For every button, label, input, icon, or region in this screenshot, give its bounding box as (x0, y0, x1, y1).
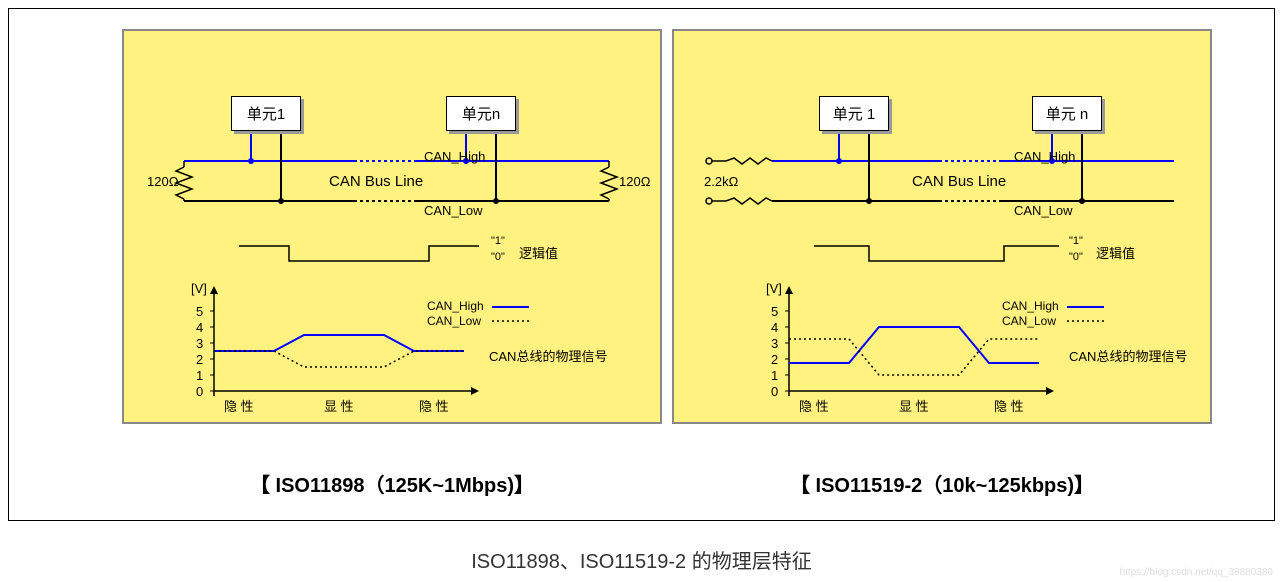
logic-0-r: "0" (1069, 251, 1083, 263)
caption-right: 【 ISO11519-2（10k~125kbps)】 (672, 469, 1212, 498)
logic-label-r: 逻辑值 (1096, 243, 1135, 262)
watermark: https://blog.csdn.net/qq_38880380 (1120, 567, 1273, 578)
ytick-1-r: 1 (771, 368, 778, 383)
xlab-2-r: 显 性 (899, 396, 929, 415)
ytick-0: 0 (196, 384, 203, 399)
term-left-r: 2.2kΩ (704, 174, 738, 189)
ytick-5: 5 (196, 304, 203, 319)
ytick-0-r: 0 (771, 384, 778, 399)
can-low-label-r: CAN_Low (1014, 203, 1073, 218)
bus-label: CAN Bus Line (329, 173, 423, 190)
can-low-label: CAN_Low (424, 203, 483, 218)
legend-high: CAN_High (427, 299, 484, 313)
term-left: 120Ω (147, 174, 178, 189)
ytick-1: 1 (196, 368, 203, 383)
y-unit: [V] (191, 281, 207, 296)
bus-label-r: CAN Bus Line (912, 173, 1006, 190)
legend-low: CAN_Low (427, 314, 481, 328)
xlab-3: 隐 性 (419, 396, 449, 415)
figure-caption: ISO11898、ISO11519-2 的物理层特征 (0, 545, 1283, 574)
xlab-1: 隐 性 (224, 396, 254, 415)
logic-1: "1" (491, 235, 505, 247)
y-unit-r: [V] (766, 281, 782, 296)
ytick-2: 2 (196, 352, 203, 367)
legend-low-r: CAN_Low (1002, 314, 1056, 328)
panel-iso11898: 单元1 单元n (122, 29, 662, 424)
logic-1-r: "1" (1069, 235, 1083, 247)
xlab-1-r: 隐 性 (799, 396, 829, 415)
xlab-3-r: 隐 性 (994, 396, 1024, 415)
signal-label: CAN总线的物理信号 (489, 346, 607, 365)
ytick-3: 3 (196, 336, 203, 351)
ytick-5-r: 5 (771, 304, 778, 319)
panel-iso11519: 单元 1 单元 n (672, 29, 1212, 424)
signal-label-r: CAN总线的物理信号 (1069, 346, 1187, 365)
ytick-2-r: 2 (771, 352, 778, 367)
logic-label: 逻辑值 (519, 243, 558, 262)
outer-frame: 单元1 单元n (8, 8, 1275, 521)
can-high-label-r: CAN_High (1014, 149, 1075, 164)
ytick-3-r: 3 (771, 336, 778, 351)
logic-0: "0" (491, 251, 505, 263)
ytick-4-r: 4 (771, 320, 778, 335)
caption-left: 【 ISO11898（125K~1Mbps)】 (122, 469, 662, 498)
right-svg (674, 31, 1214, 426)
legend-high-r: CAN_High (1002, 299, 1059, 313)
can-high-label: CAN_High (424, 149, 485, 164)
left-svg (124, 31, 664, 426)
term-right: 120Ω (619, 174, 650, 189)
xlab-2: 显 性 (324, 396, 354, 415)
ytick-4: 4 (196, 320, 203, 335)
